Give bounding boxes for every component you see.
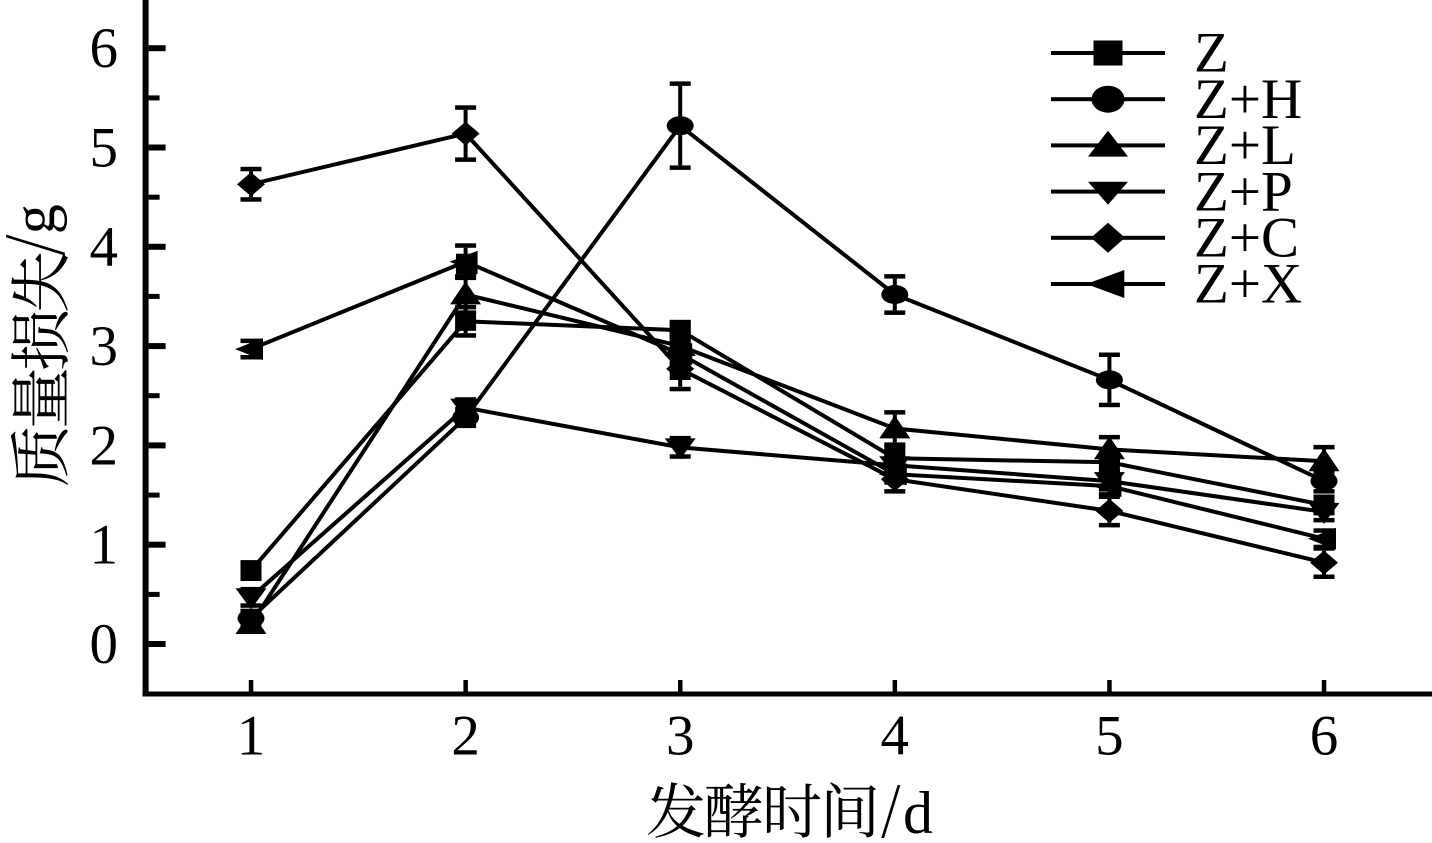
svg-text:Z+X: Z+X [1194, 253, 1302, 316]
svg-text:2: 2 [90, 414, 119, 477]
svg-text:g: g [1, 204, 67, 234]
svg-text:1: 1 [90, 514, 119, 577]
svg-text:6: 6 [90, 17, 119, 80]
svg-text:1: 1 [237, 705, 266, 768]
svg-text:3: 3 [666, 705, 695, 768]
svg-text:4: 4 [90, 216, 119, 279]
svg-text:Z+H: Z+H [1194, 68, 1302, 131]
svg-text:Z+C: Z+C [1194, 207, 1299, 270]
svg-text:4: 4 [881, 705, 910, 768]
svg-text:2: 2 [451, 705, 480, 768]
svg-text:5: 5 [90, 117, 119, 180]
svg-text:3: 3 [90, 315, 119, 378]
svg-text:Z: Z [1194, 22, 1229, 85]
svg-text:5: 5 [1095, 705, 1124, 768]
svg-text:Z+P: Z+P [1194, 160, 1293, 223]
svg-text:6: 6 [1310, 705, 1339, 768]
svg-text:0: 0 [90, 613, 119, 676]
svg-text:Z+L: Z+L [1194, 114, 1296, 177]
svg-text:d: d [903, 780, 933, 838]
